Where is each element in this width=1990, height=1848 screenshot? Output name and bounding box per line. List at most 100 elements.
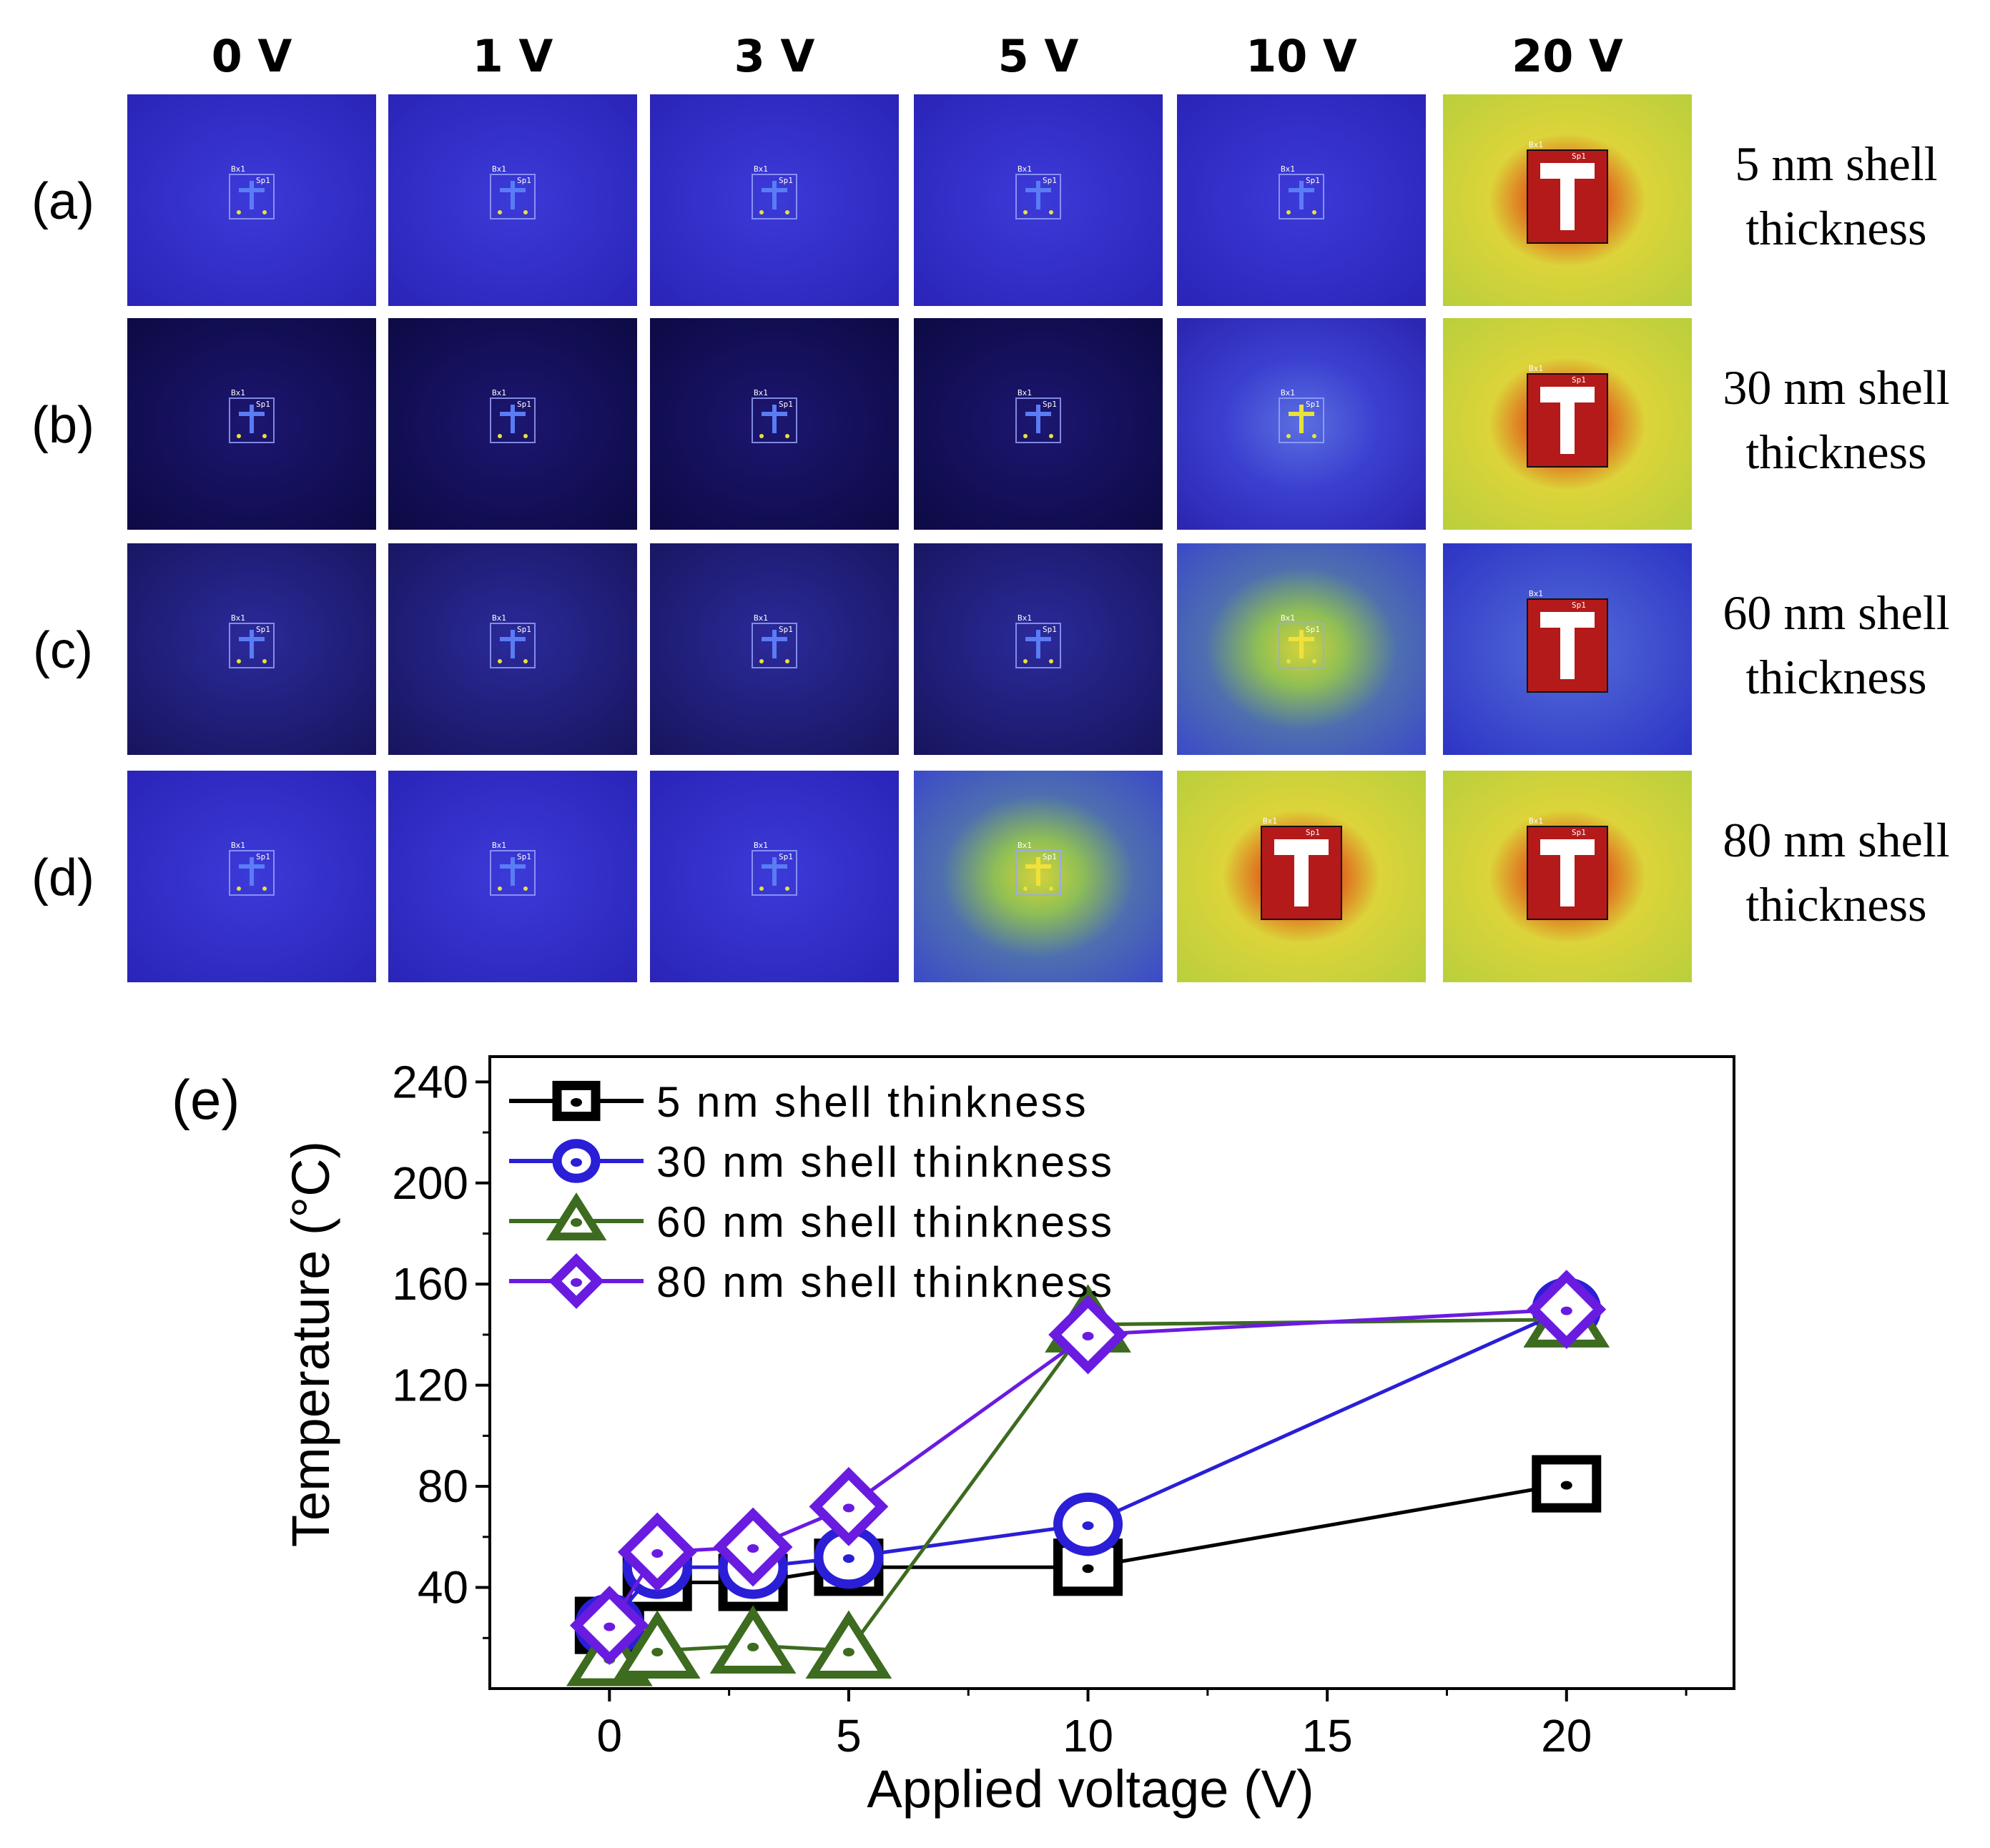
legend: 5 nm shell thinkness 30 nm shell thinknes… [509, 1078, 1114, 1309]
shell-thickness-label: 30 nm shell [1723, 360, 1949, 415]
spot-marker-label: Sp1 [1043, 176, 1057, 185]
shell-thickness-label: thickness [1745, 201, 1926, 255]
box-marker-label: Bx1 [1281, 388, 1295, 397]
data-point [1053, 1492, 1123, 1556]
thermal-image: Bx1 Sp1 [388, 94, 637, 306]
row-label: (a) [31, 173, 94, 230]
box-marker-label: Bx1 [231, 841, 245, 850]
thermal-image: Bx1 Sp1 [914, 318, 1163, 530]
data-point [617, 1512, 697, 1592]
legend-label: 30 nm shell thinkness [656, 1138, 1114, 1186]
box-marker-label: Bx1 [492, 164, 506, 174]
box-marker-label: Bx1 [1529, 589, 1543, 598]
data-point [569, 1586, 649, 1665]
y-tick-label: 120 [392, 1360, 468, 1411]
spot-marker-label: Sp1 [1306, 625, 1320, 634]
shell-thickness-label: thickness [1745, 650, 1926, 704]
box-marker-label: Bx1 [754, 841, 768, 850]
spot-marker-label: Sp1 [1043, 852, 1057, 861]
plot-frame [488, 1055, 1735, 1690]
data-point [709, 1605, 797, 1674]
thermal-image: Bx1 Sp1 [1177, 318, 1426, 530]
thermal-image: Bx1 Sp1 [1177, 771, 1426, 982]
data-point [1048, 1295, 1128, 1375]
spot-marker-label: Sp1 [517, 625, 531, 634]
legend-label: 5 nm shell thinkness [656, 1078, 1088, 1126]
spot-marker-label: Sp1 [779, 400, 793, 409]
spot-marker-label: Sp1 [1572, 601, 1586, 610]
data-point [552, 1139, 601, 1183]
y-axis-title: Temperature (°C) [281, 1141, 340, 1547]
y-tick-label: 240 [392, 1056, 468, 1107]
spot-marker-label: Sp1 [1043, 625, 1057, 634]
spot-marker-label: Sp1 [517, 400, 531, 409]
x-tick-label: 0 [597, 1710, 623, 1761]
legend-item: 60 nm shell thinkness [509, 1192, 1114, 1246]
line-chart: 0 5 10 15 20 40 80 120 160 200 240 Applied voltage … [281, 1055, 1735, 1819]
box-marker-label: Bx1 [1281, 613, 1295, 623]
shell-thickness-label: 5 nm shell [1735, 137, 1937, 191]
box-marker-label: Bx1 [1263, 816, 1277, 826]
spot-marker-label: Sp1 [1572, 152, 1586, 161]
legend-label: 60 nm shell thinkness [656, 1198, 1114, 1246]
spot-marker-label: Sp1 [517, 852, 531, 861]
box-marker-label: Bx1 [754, 388, 768, 397]
thermal-image: Bx1 Sp1 [388, 771, 637, 982]
spot-marker-label: Sp1 [1306, 400, 1320, 409]
x-tick-label: 5 [836, 1710, 862, 1761]
spot-marker-label: Sp1 [1572, 375, 1586, 385]
shell-thickness-label: 60 nm shell [1723, 585, 1949, 640]
spot-marker-label: Sp1 [1306, 828, 1320, 837]
thermal-image: Bx1 Sp1 [388, 318, 637, 530]
box-marker-label: Bx1 [1018, 841, 1032, 850]
box-marker-label: Bx1 [492, 388, 506, 397]
voltage-header: 3 V [734, 30, 815, 82]
thermal-image: Bx1 Sp1 [127, 543, 376, 755]
box-marker-label: Bx1 [1529, 364, 1543, 373]
thermal-image: Bx1 Sp1 [1443, 771, 1692, 982]
thermal-image: Bx1 Sp1 [1177, 94, 1426, 306]
spot-marker-label: Sp1 [256, 400, 270, 409]
thermal-image: Bx1 Sp1 [650, 94, 899, 306]
x-tick-label: 20 [1541, 1710, 1592, 1761]
x-tick-label: 10 [1063, 1710, 1113, 1761]
row-label: (d) [31, 849, 94, 906]
y-tick-label: 200 [392, 1157, 468, 1209]
panel-e-label: (e) [172, 1068, 240, 1131]
data-point [614, 1610, 701, 1679]
y-tick-label: 160 [392, 1258, 468, 1310]
row-label: (b) [31, 397, 94, 454]
data-point [805, 1610, 892, 1679]
box-marker-label: Bx1 [754, 613, 768, 623]
thermal-image: Bx1 Sp1 [127, 94, 376, 306]
spot-marker-label: Sp1 [517, 176, 531, 185]
box-marker-label: Bx1 [492, 613, 506, 623]
box-marker-label: Bx1 [231, 164, 245, 174]
thermal-image: Bx1 Sp1 [914, 94, 1163, 306]
x-tick-label: 15 [1302, 1710, 1353, 1761]
thermal-image: Bx1 Sp1 [1443, 543, 1692, 755]
box-marker-label: Bx1 [1529, 140, 1543, 149]
thermal-image: Bx1 Sp1 [388, 543, 637, 755]
series-group [569, 1270, 1607, 1665]
box-marker-label: Bx1 [492, 841, 506, 850]
spot-marker-label: Sp1 [779, 852, 793, 861]
row-label: (c) [33, 622, 93, 679]
thermal-image: Bx1 Sp1 [914, 771, 1163, 982]
spot-marker-label: Sp1 [256, 176, 270, 185]
voltage-header: 20 V [1512, 30, 1623, 82]
box-marker-label: Bx1 [1281, 164, 1295, 174]
voltage-header: 1 V [473, 30, 553, 82]
thermal-image: Bx1 Sp1 [1177, 543, 1426, 755]
legend-item: 80 nm shell thinkness [509, 1253, 1112, 1309]
box-marker-label: Bx1 [231, 388, 245, 397]
thermal-image: Bx1 Sp1 [650, 318, 899, 530]
thermal-image: Bx1 Sp1 [127, 771, 376, 982]
box-marker-label: Bx1 [1018, 164, 1032, 174]
box-marker-label: Bx1 [1018, 613, 1032, 623]
thermal-image: Bx1 Sp1 [127, 318, 376, 530]
spot-marker-label: Sp1 [1572, 828, 1586, 837]
thermal-image: Bx1 Sp1 [650, 771, 899, 982]
box-marker-label: Bx1 [754, 164, 768, 174]
